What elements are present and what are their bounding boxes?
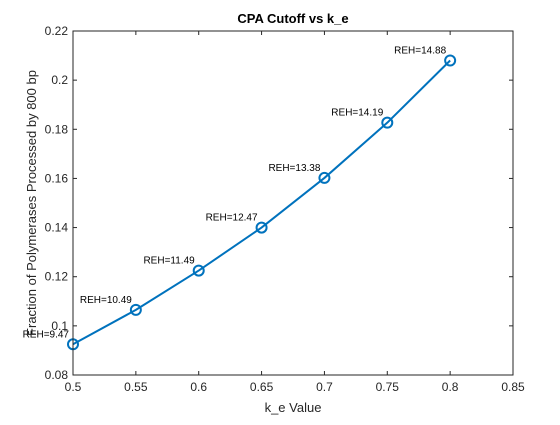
data-point (255, 221, 268, 234)
y-tick-label: 0.16 (45, 171, 69, 185)
x-tick-label: 0.6 (190, 380, 207, 394)
y-tick-label: 0.18 (45, 122, 69, 136)
y-axis-label: Fraction of Polymerases Processed by 800… (24, 70, 39, 336)
data-point (192, 264, 205, 277)
data-label: REH=12.47 (206, 213, 258, 224)
data-label: REH=9.47 (23, 329, 70, 340)
data-point (381, 116, 394, 129)
axes-box (72, 30, 514, 376)
series-line (72, 59, 451, 346)
data-label: REH=11.49 (143, 256, 195, 267)
x-tick-label: 0.7 (316, 380, 333, 394)
y-tick-label: 0.2 (51, 73, 68, 87)
x-tick-label: 0.55 (124, 380, 148, 394)
x-tick-label: 0.8 (442, 380, 459, 394)
x-tick-label: 0.5 (65, 380, 82, 394)
data-label: REH=14.88 (394, 45, 446, 56)
y-tick-label: 0.22 (45, 24, 69, 38)
data-label: REH=13.38 (268, 163, 320, 174)
y-tick-label: 0.1 (51, 319, 68, 333)
data-point (318, 171, 331, 184)
data-point (444, 54, 457, 67)
chart-title: CPA Cutoff vs k_e (237, 11, 348, 26)
y-tick-label: 0.12 (45, 270, 69, 284)
y-tick-label: 0.08 (45, 368, 69, 382)
y-tick-label: 0.14 (45, 221, 69, 235)
data-label: REH=14.19 (331, 108, 383, 119)
x-tick-label: 0.75 (376, 380, 400, 394)
x-axis-label: k_e Value (265, 400, 322, 415)
data-label: REH=10.49 (80, 295, 132, 306)
data-point (129, 303, 142, 316)
x-tick-label: 0.85 (501, 380, 525, 394)
x-tick-label: 0.65 (250, 380, 274, 394)
